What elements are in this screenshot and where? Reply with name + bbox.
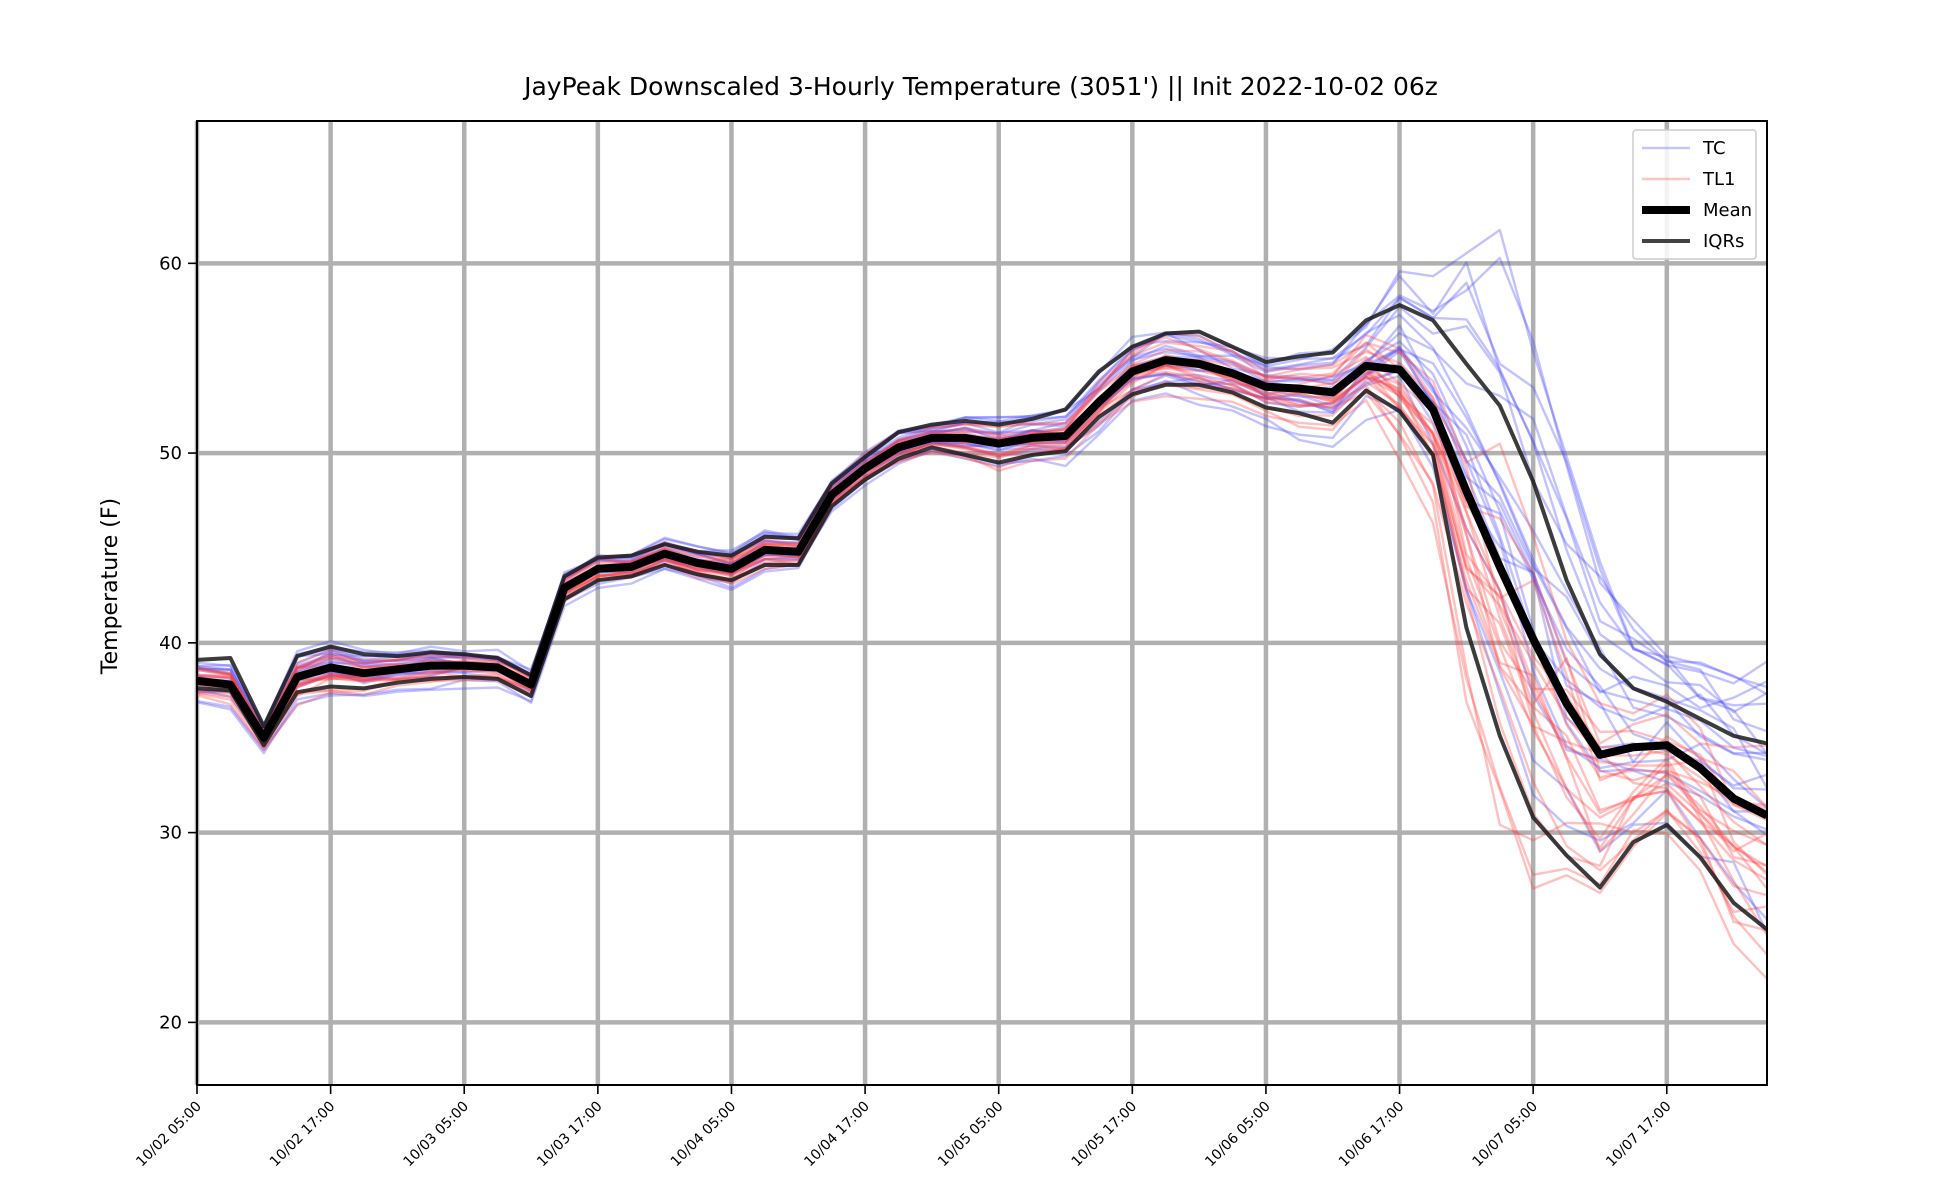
tl1-member-line <box>197 331 1767 817</box>
y-tick-label: 20 <box>159 1012 182 1033</box>
tl1-member-line <box>197 333 1767 807</box>
iqr-upper-line <box>197 303 1767 746</box>
plot-frame <box>196 120 1768 1086</box>
y-tick-label: 50 <box>159 443 182 464</box>
mean-line <box>197 356 1767 820</box>
tl1-member-line <box>197 395 1767 980</box>
y-tick-label: 60 <box>159 253 182 274</box>
y-axis-ticks: 20 30 40 50 60 <box>159 253 197 1033</box>
y-tick-label: 40 <box>159 633 182 654</box>
tc-member-line <box>197 281 1767 730</box>
tc-member-line <box>197 392 1767 921</box>
mean-line-group <box>197 356 1767 820</box>
legend-label: IQRs <box>1703 231 1744 252</box>
y-axis-label: Temperature (F) <box>98 498 123 675</box>
legend: TC TL1 Mean IQRs <box>1632 129 1757 260</box>
legend-label: TL1 <box>1702 169 1735 190</box>
legend-label: TC <box>1702 138 1726 159</box>
legend-box <box>1632 129 1757 260</box>
grid-lines <box>194 121 1767 1085</box>
tc-member-line <box>197 350 1767 791</box>
tc-member-line <box>197 256 1767 733</box>
y-tick-label: 30 <box>159 823 182 844</box>
legend-label: Mean <box>1703 200 1752 221</box>
iqr-lines <box>197 303 1767 931</box>
chart-title: JayPeak Downscaled 3-Hourly Temperature … <box>522 72 1438 101</box>
iqr-lower-line <box>197 382 1767 931</box>
